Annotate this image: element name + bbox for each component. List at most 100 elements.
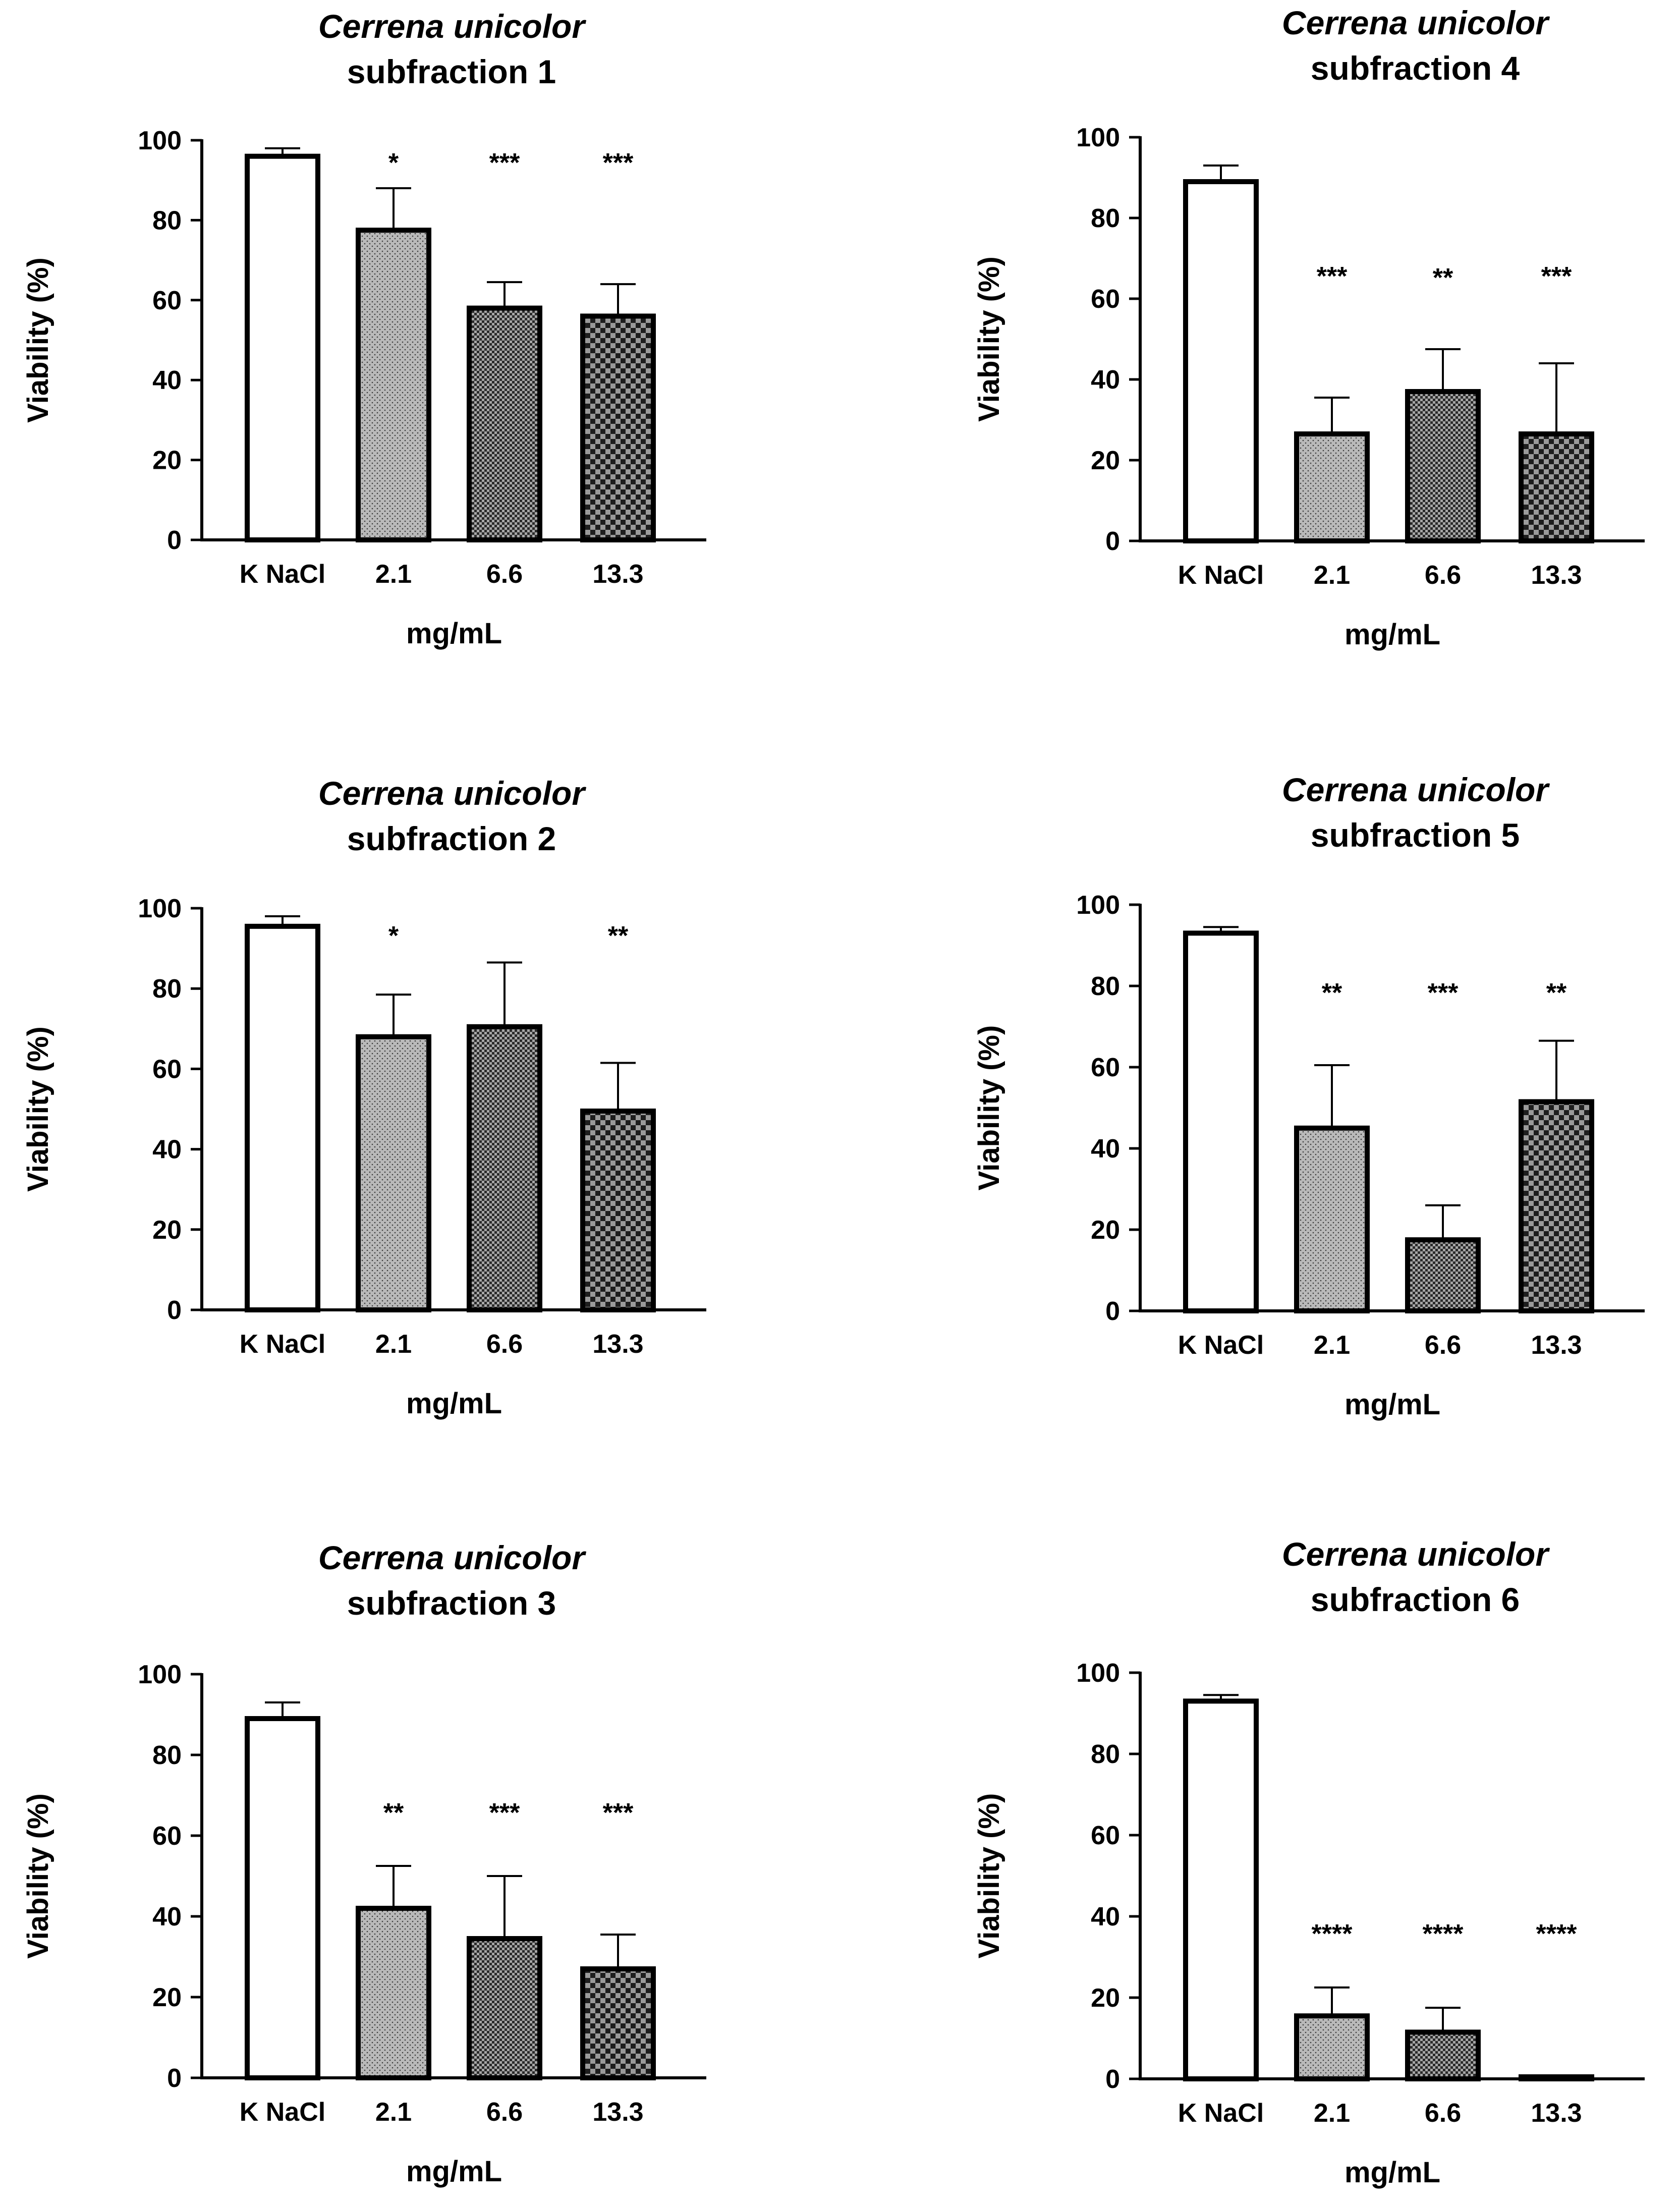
y-axis-label: Viability (%) xyxy=(22,257,54,423)
y-tick-label: 80 xyxy=(152,1741,182,1770)
bar-2-1 xyxy=(356,1906,431,2080)
x-tick-label: 13.3 xyxy=(592,560,643,589)
chart-panel-3: Cerrena unicolor subfraction 2 0 20 40 60 80 10… xyxy=(22,775,706,1420)
y-tick-label: 80 xyxy=(1091,972,1120,1001)
significance-label: *** xyxy=(1428,978,1459,1008)
y-axis-label: Viability (%) xyxy=(973,1025,1005,1191)
significance-label: *** xyxy=(1317,262,1348,291)
bar-13-3 xyxy=(1519,1099,1594,1314)
x-tick-label: 13.3 xyxy=(1531,561,1582,590)
bar-k-nacl xyxy=(1183,1698,1259,2082)
x-tick-label: K NaCl xyxy=(240,2098,325,2127)
significance-label: **** xyxy=(1312,1919,1353,1949)
bar-13-3 xyxy=(580,313,656,542)
chart-title-species: Cerrena unicolor xyxy=(318,8,586,45)
bar-13-3 xyxy=(580,1966,656,2080)
bar-6-6 xyxy=(1405,389,1481,543)
y-tick-label: 80 xyxy=(1091,204,1120,233)
y-axis-label: Viability (%) xyxy=(22,1793,54,1959)
y-tick-label: 40 xyxy=(1091,365,1120,395)
y-tick-label: 80 xyxy=(152,206,182,235)
x-tick-label: 6.6 xyxy=(486,1330,523,1359)
y-tick-label: 60 xyxy=(152,1055,182,1084)
bar-6-6 xyxy=(1405,1237,1481,1313)
chart-title-species: Cerrena unicolor xyxy=(318,1539,586,1576)
y-tick-label: 20 xyxy=(1091,446,1120,475)
bar-2-1 xyxy=(1294,431,1370,543)
x-tick-label: 13.3 xyxy=(592,1330,643,1359)
bar-6-6 xyxy=(467,305,542,542)
x-tick-label: 6.6 xyxy=(486,2098,523,2127)
x-tick-label: 6.6 xyxy=(1425,1331,1461,1360)
chart-panel-1: Cerrena unicolor subfraction 1 0 20 40 60 80 10… xyxy=(22,8,706,650)
y-tick-label: 80 xyxy=(1091,1740,1120,1769)
chart-title-subfraction: subfraction 3 xyxy=(347,1584,556,1622)
significance-label: *** xyxy=(489,148,520,178)
bar-13-3 xyxy=(1519,431,1594,543)
chart-title-species: Cerrena unicolor xyxy=(318,775,586,812)
x-tick-label: 13.3 xyxy=(1531,2099,1582,2128)
chart-panel-6: Cerrena unicolor subfraction 6 0 20 40 60 80 10… xyxy=(973,1535,1645,2189)
y-tick-label: 40 xyxy=(152,1902,182,1932)
significance-label: ** xyxy=(383,1798,404,1828)
x-axis-label: mg/mL xyxy=(1345,2156,1440,2189)
y-tick-label: 100 xyxy=(1076,1659,1120,1688)
y-tick-label: 60 xyxy=(1091,1053,1120,1082)
bar-6-6 xyxy=(1405,2029,1481,2082)
y-tick-label: 0 xyxy=(167,1296,182,1325)
bar-2-1 xyxy=(1294,1125,1370,1313)
y-tick-label: 100 xyxy=(138,894,182,923)
x-tick-label: 2.1 xyxy=(375,2098,412,2127)
y-tick-label: 80 xyxy=(152,974,182,1004)
bar-6-6 xyxy=(467,1024,542,1312)
y-tick-label: 40 xyxy=(152,1135,182,1165)
bar-k-nacl xyxy=(245,1716,320,2080)
chart-title-species: Cerrena unicolor xyxy=(1282,771,1550,808)
y-tick-label: 100 xyxy=(1076,123,1120,152)
bar-13-3 xyxy=(1519,2074,1594,2082)
bar-13-3 xyxy=(580,1108,656,1312)
y-tick-label: 100 xyxy=(138,126,182,155)
y-tick-label: 20 xyxy=(152,1216,182,1245)
bar-2-1 xyxy=(356,228,431,542)
significance-label: **** xyxy=(1423,1919,1464,1949)
y-tick-label: 100 xyxy=(138,1660,182,1689)
significance-label: ** xyxy=(1546,978,1567,1008)
x-tick-label: 6.6 xyxy=(1425,561,1461,590)
x-tick-label: 6.6 xyxy=(486,560,523,589)
x-tick-label: 13.3 xyxy=(592,2098,643,2127)
chart-title-subfraction: subfraction 1 xyxy=(347,53,556,90)
chart-panel-4: Cerrena unicolor subfraction 5 0 20 40 60 80 10… xyxy=(973,771,1645,1421)
y-tick-label: 100 xyxy=(1076,891,1120,920)
y-tick-label: 0 xyxy=(1105,2065,1120,2094)
x-tick-label: K NaCl xyxy=(240,560,325,589)
chart-title-subfraction: subfraction 5 xyxy=(1311,816,1520,854)
bar-k-nacl xyxy=(245,923,320,1312)
x-tick-label: K NaCl xyxy=(1178,561,1264,590)
x-axis-label: mg/mL xyxy=(406,2155,502,2188)
significance-label: *** xyxy=(603,148,634,178)
significance-label: ** xyxy=(1433,263,1453,293)
chart-title-subfraction: subfraction 6 xyxy=(1311,1581,1520,1618)
y-tick-label: 0 xyxy=(167,526,182,555)
x-tick-label: 2.1 xyxy=(375,560,412,589)
y-tick-label: 60 xyxy=(1091,1821,1120,1850)
significance-label: *** xyxy=(489,1798,520,1828)
x-tick-label: 6.6 xyxy=(1425,2099,1461,2128)
y-tick-label: 20 xyxy=(1091,1216,1120,1245)
y-tick-label: 60 xyxy=(152,1822,182,1851)
x-tick-label: 2.1 xyxy=(1314,2099,1350,2128)
significance-label: ** xyxy=(608,921,629,951)
x-axis-label: mg/mL xyxy=(406,617,502,650)
significance-label: *** xyxy=(1541,262,1572,291)
x-tick-label: K NaCl xyxy=(1178,1331,1264,1360)
bar-k-nacl xyxy=(1183,930,1259,1313)
y-tick-label: 40 xyxy=(152,366,182,395)
y-tick-label: 20 xyxy=(152,446,182,475)
y-axis-label: Viability (%) xyxy=(22,1026,54,1192)
chart-panel-2: Cerrena unicolor subfraction 4 0 20 40 60 80 10… xyxy=(973,4,1645,651)
chart-title-species: Cerrena unicolor xyxy=(1282,4,1550,41)
chart-title-species: Cerrena unicolor xyxy=(1282,1535,1550,1573)
x-axis-label: mg/mL xyxy=(406,1387,502,1420)
x-tick-label: K NaCl xyxy=(240,1330,325,1359)
